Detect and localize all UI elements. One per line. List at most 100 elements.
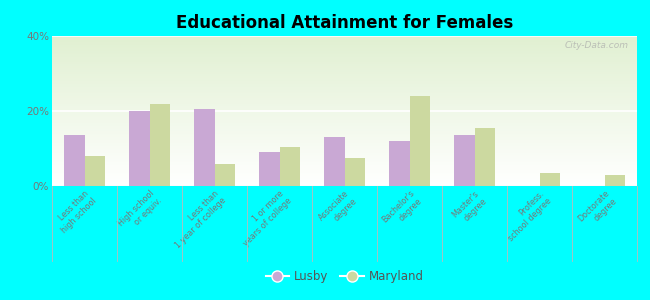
Bar — [52, 174, 637, 176]
Bar — [52, 153, 637, 154]
Bar — [52, 110, 637, 111]
Bar — [52, 105, 637, 106]
Bar — [474, 128, 495, 186]
Bar — [52, 123, 637, 124]
Bar — [52, 88, 637, 90]
Bar — [52, 106, 637, 108]
Bar — [52, 94, 637, 96]
Bar — [52, 84, 637, 86]
Bar — [52, 117, 637, 118]
Bar — [52, 40, 637, 42]
Bar — [52, 167, 637, 168]
Bar — [52, 87, 637, 88]
Bar — [52, 124, 637, 126]
Bar — [52, 159, 637, 160]
Bar — [52, 136, 637, 138]
Bar — [52, 171, 637, 172]
Bar — [52, 120, 637, 122]
Bar — [194, 109, 214, 186]
Bar — [52, 129, 637, 130]
Bar — [52, 156, 637, 158]
Bar — [52, 45, 637, 46]
Bar — [52, 114, 637, 116]
Bar — [52, 180, 637, 182]
Bar — [129, 111, 150, 186]
Bar — [410, 96, 430, 186]
Bar — [52, 64, 637, 66]
Bar — [52, 44, 637, 45]
Bar — [52, 148, 637, 150]
Bar — [52, 184, 637, 186]
Bar — [52, 99, 637, 100]
Bar — [52, 135, 637, 136]
Bar — [52, 56, 637, 57]
Bar — [52, 92, 637, 93]
Bar — [344, 158, 365, 186]
Bar — [52, 74, 637, 75]
Bar — [84, 156, 105, 186]
Bar — [52, 52, 637, 54]
Bar — [52, 108, 637, 110]
Bar — [52, 81, 637, 82]
Bar — [52, 39, 637, 40]
Bar — [52, 144, 637, 146]
Bar — [389, 141, 410, 186]
Bar — [52, 146, 637, 147]
Bar — [52, 76, 637, 78]
Bar — [52, 164, 637, 165]
Bar — [52, 112, 637, 114]
Bar — [52, 75, 637, 76]
Bar — [52, 96, 637, 98]
Bar — [324, 137, 344, 186]
Bar — [52, 48, 637, 50]
Bar — [52, 57, 637, 58]
Bar — [52, 70, 637, 72]
Bar — [52, 116, 637, 117]
Bar — [52, 63, 637, 64]
Bar — [52, 60, 637, 61]
Bar — [52, 169, 637, 171]
Bar — [52, 122, 637, 123]
Bar — [52, 38, 637, 39]
Bar — [64, 135, 84, 186]
Bar — [52, 128, 637, 129]
Bar — [52, 150, 637, 152]
Bar — [52, 158, 637, 159]
Bar — [52, 142, 637, 144]
Bar — [259, 152, 280, 186]
Bar — [52, 102, 637, 104]
Bar — [52, 172, 637, 174]
Bar — [52, 118, 637, 120]
Bar — [52, 168, 637, 170]
Bar — [52, 132, 637, 134]
Bar — [52, 152, 637, 153]
Bar — [52, 134, 637, 135]
Bar — [454, 135, 474, 186]
Bar — [52, 90, 637, 92]
Bar — [52, 130, 637, 132]
Bar — [52, 126, 637, 128]
Title: Educational Attainment for Females: Educational Attainment for Females — [176, 14, 513, 32]
Bar — [52, 177, 637, 178]
Bar — [52, 54, 637, 56]
Bar — [52, 78, 637, 80]
Bar — [52, 183, 637, 184]
Bar — [52, 93, 637, 94]
Bar — [52, 42, 637, 44]
Bar — [280, 147, 300, 186]
Bar — [52, 68, 637, 69]
Bar — [214, 164, 235, 186]
Bar — [52, 80, 637, 81]
Bar — [52, 66, 637, 68]
Bar — [52, 61, 637, 63]
Bar — [52, 160, 637, 162]
Bar — [52, 50, 637, 51]
Bar — [52, 178, 637, 180]
Bar — [52, 103, 637, 105]
Bar — [52, 98, 637, 99]
Bar — [52, 154, 637, 156]
Bar — [52, 141, 637, 142]
Bar — [52, 147, 637, 148]
Bar — [52, 85, 637, 87]
Bar — [52, 51, 637, 52]
